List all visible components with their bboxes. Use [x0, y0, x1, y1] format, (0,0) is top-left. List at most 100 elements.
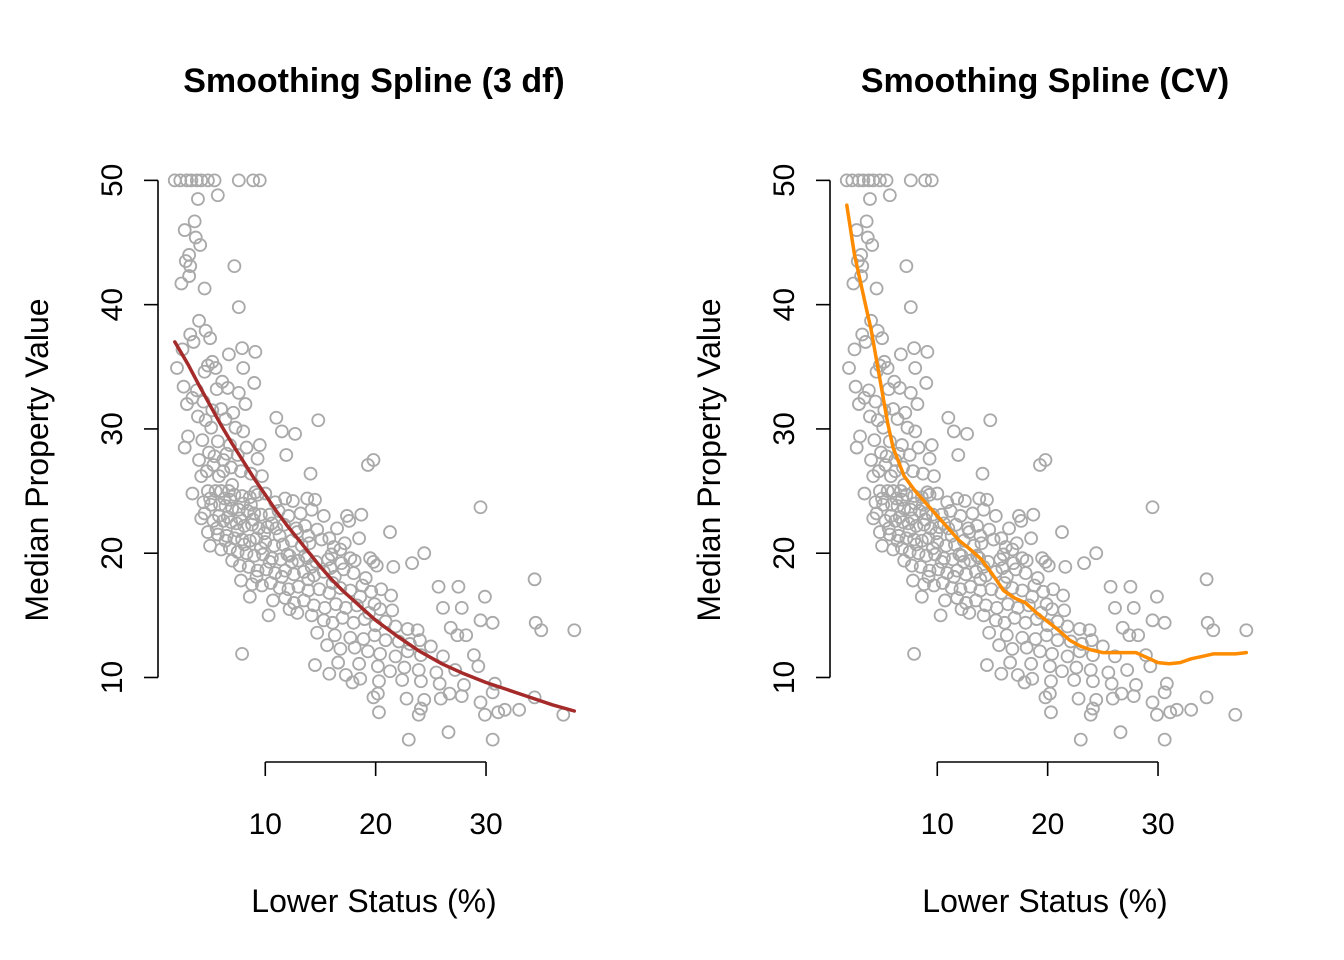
data-point — [497, 702, 512, 717]
data-point — [198, 323, 213, 338]
data-point — [197, 281, 212, 296]
data-point — [527, 572, 542, 587]
data-point — [405, 556, 419, 571]
data-point — [316, 564, 331, 579]
data-point — [1104, 676, 1119, 691]
data-point — [279, 448, 294, 462]
y-axis-label: Median Property Value — [19, 298, 55, 621]
data-point — [246, 173, 261, 188]
data-point — [567, 623, 582, 638]
data-point — [454, 689, 469, 704]
data-point — [1035, 551, 1050, 566]
data-point — [1073, 732, 1088, 747]
data-point — [921, 569, 936, 584]
data-point — [994, 531, 1009, 546]
data-point — [982, 625, 997, 640]
data-point — [367, 597, 382, 612]
data-point — [384, 588, 399, 603]
data-point — [473, 613, 488, 628]
data-point — [920, 485, 935, 500]
data-point — [893, 347, 908, 362]
data-point — [956, 555, 971, 569]
scatter-points — [839, 173, 1254, 747]
data-point — [903, 173, 918, 188]
y-tick-label: 40 — [96, 288, 129, 321]
data-point — [257, 526, 272, 541]
data-point — [1017, 675, 1032, 690]
data-point — [1060, 619, 1075, 634]
data-point — [881, 521, 896, 536]
data-point — [1057, 603, 1072, 618]
data-point — [846, 276, 861, 291]
data-point — [367, 628, 382, 643]
data-point — [1044, 705, 1058, 720]
data-point — [363, 551, 378, 566]
data-point — [235, 646, 250, 661]
data-point — [918, 173, 933, 188]
data-point — [301, 528, 316, 543]
data-point — [1145, 613, 1160, 628]
data-point — [345, 675, 360, 690]
data-point — [914, 589, 929, 604]
scatter-points — [167, 173, 582, 747]
data-point — [1071, 691, 1086, 706]
data-point — [282, 602, 297, 617]
data-point — [898, 405, 913, 420]
y-tick-label: 20 — [768, 537, 801, 570]
data-point — [181, 429, 195, 444]
data-point — [366, 690, 381, 705]
data-point — [197, 364, 212, 379]
data-point — [975, 466, 990, 481]
data-point — [225, 477, 240, 492]
data-point — [1199, 690, 1214, 705]
data-point — [1157, 615, 1172, 630]
data-point — [890, 533, 905, 548]
data-point — [485, 732, 500, 747]
data-point — [1038, 453, 1053, 467]
data-point — [355, 578, 370, 593]
data-point — [1038, 690, 1053, 705]
data-point — [962, 605, 977, 620]
data-point — [952, 547, 967, 562]
data-point — [269, 410, 284, 425]
data-point — [859, 214, 874, 229]
data-point — [863, 409, 877, 424]
data-point — [882, 188, 897, 203]
data-point — [266, 593, 280, 608]
data-point — [203, 331, 217, 346]
data-point — [441, 725, 456, 740]
data-point — [922, 451, 937, 466]
data-point — [412, 633, 427, 648]
data-point — [433, 691, 448, 706]
chart-title: Smoothing Spline (3 df) — [183, 62, 565, 100]
data-point — [922, 563, 937, 578]
x-axis-label: Lower Status (%) — [922, 883, 1167, 919]
data-point — [1024, 656, 1038, 671]
data-point — [1010, 668, 1025, 682]
data-point — [903, 385, 918, 400]
data-point — [191, 192, 205, 206]
data-point — [366, 453, 381, 467]
x-tick-label: 10 — [921, 808, 954, 841]
data-point — [1145, 695, 1160, 710]
data-point — [903, 300, 918, 315]
data-point — [338, 668, 353, 682]
data-point — [183, 259, 198, 274]
data-point — [879, 449, 894, 464]
data-point — [248, 485, 263, 500]
data-point — [907, 341, 922, 356]
data-point — [848, 379, 863, 394]
data-point — [1159, 676, 1174, 691]
data-point — [346, 566, 361, 580]
data-point — [180, 173, 194, 188]
data-point — [185, 486, 200, 501]
data-point — [349, 598, 364, 613]
data-point — [457, 678, 471, 692]
data-point — [210, 188, 225, 203]
data-point — [922, 487, 937, 502]
data-point — [357, 612, 372, 626]
data-point — [227, 259, 242, 274]
data-point — [274, 424, 289, 439]
data-point — [252, 438, 267, 452]
data-point — [324, 547, 339, 562]
